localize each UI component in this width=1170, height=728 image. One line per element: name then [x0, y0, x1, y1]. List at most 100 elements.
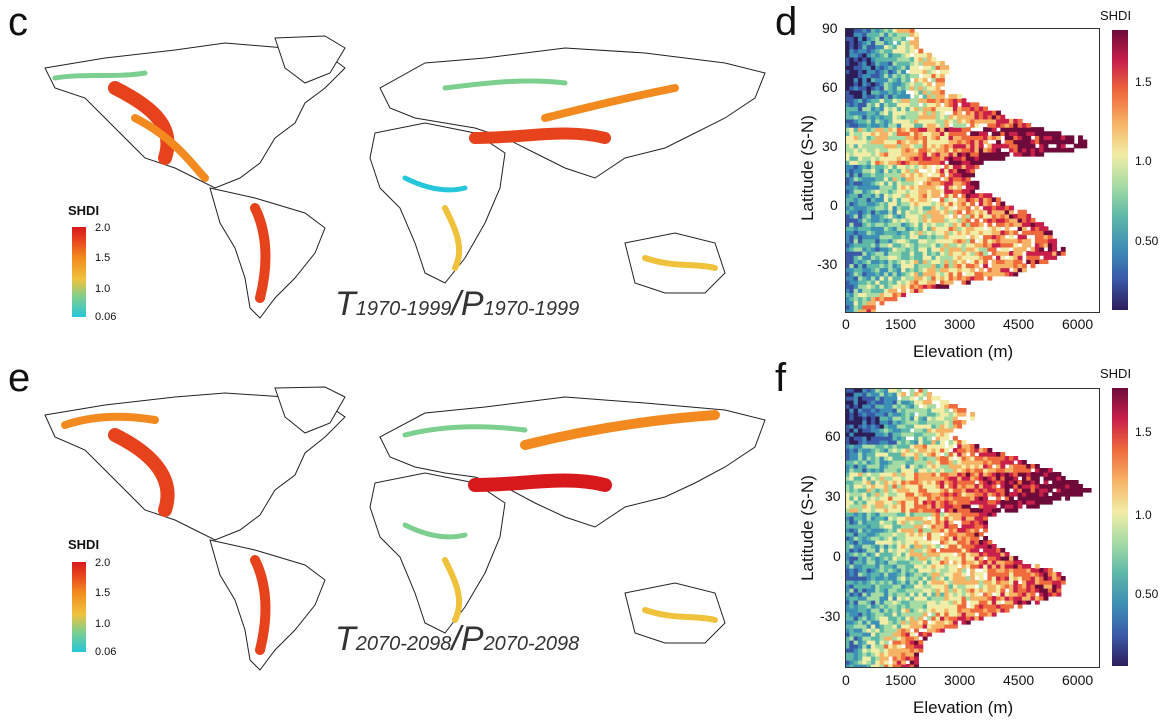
heatmap-cell — [944, 612, 950, 617]
heatmap-cell — [952, 143, 958, 149]
heatmap-cell — [914, 56, 919, 62]
heatmap-cell — [957, 160, 963, 165]
heatmap-cell — [883, 238, 889, 244]
heatmap-cell — [952, 234, 958, 240]
heatmap-cell — [879, 102, 885, 108]
heatmap-cell — [914, 564, 919, 569]
heatmap-cell — [875, 98, 881, 103]
heatmap-cell — [944, 279, 950, 285]
heatmap-cell — [849, 424, 855, 429]
heatmap-cell — [853, 308, 859, 313]
heatmap-cell — [965, 480, 971, 485]
heatmap-cell — [1013, 118, 1019, 124]
heatmap-cell — [970, 118, 976, 124]
heatmap-cell — [1008, 143, 1014, 149]
heatmap-cell — [857, 468, 863, 473]
heatmap-cell — [849, 52, 855, 58]
heatmap-cell — [888, 600, 894, 605]
heatmap-cell — [875, 504, 881, 509]
heatmap-cell — [991, 218, 997, 223]
heatmap-cell — [931, 127, 937, 132]
heatmap-cell — [939, 139, 945, 145]
heatmap-cell — [853, 428, 859, 433]
heatmap-cell — [931, 516, 937, 521]
heatmap-cell — [931, 156, 937, 161]
heatmap-cell — [914, 572, 919, 577]
heatmap-cell — [901, 89, 907, 95]
heatmap-cell — [987, 456, 993, 461]
heatmap-cell — [853, 408, 859, 413]
heatmap-cell — [978, 242, 984, 248]
heatmap-cell — [983, 584, 989, 589]
heatmap-cell — [965, 584, 971, 589]
heatmap-cell — [1030, 143, 1036, 149]
australia-shape — [624, 582, 726, 644]
heatmap-cell — [896, 205, 902, 211]
heatmap-cell — [957, 580, 963, 585]
heatmap-cell — [952, 624, 958, 629]
heatmap-cell — [957, 452, 963, 457]
heatmap-cell — [944, 608, 950, 613]
heatmap-cell — [918, 197, 924, 203]
heatmap-cell — [905, 556, 911, 561]
heatmap-cell — [1017, 226, 1023, 231]
heatmap-cell — [957, 468, 963, 473]
heatmap-cell — [853, 172, 859, 178]
heatmap-cell — [883, 279, 889, 285]
heatmap-cell — [974, 540, 980, 545]
heatmap-cell — [870, 251, 876, 256]
heatmap-cell — [948, 536, 954, 541]
heatmap-cell — [926, 81, 932, 87]
heatmap-cell — [849, 98, 855, 103]
heatmap-cell — [1017, 564, 1023, 569]
heatmap-cell — [939, 127, 945, 132]
heatmap-cell — [939, 123, 945, 128]
heatmap-cell — [883, 255, 889, 260]
heatmap-cell — [849, 568, 855, 573]
heatmap-cell — [914, 218, 919, 223]
heatmap-cell — [996, 114, 1001, 120]
heatmap-cell — [914, 127, 919, 132]
heatmap-cell — [931, 226, 937, 231]
heatmap-cell — [922, 624, 928, 629]
heatmap-cell — [896, 512, 902, 517]
heatmap-cell — [905, 246, 911, 252]
heatmap-cell — [901, 40, 907, 46]
heatmap-cell — [905, 238, 911, 244]
heatmap-cell — [1030, 584, 1036, 589]
heatmap-cell — [888, 172, 894, 178]
heatmap-cell — [978, 480, 984, 485]
heatmap-cell — [935, 123, 941, 128]
heatmap-cell — [961, 524, 967, 529]
heatmap-cell — [901, 580, 907, 585]
period-t-label: T — [335, 285, 356, 323]
heatmap-cell — [983, 460, 989, 465]
heatmap-cell — [857, 32, 863, 37]
heatmap-cell — [883, 48, 889, 54]
heatmap-cell — [983, 604, 989, 609]
heatmap-cell — [939, 209, 945, 215]
heatmap-cell — [914, 40, 919, 46]
heatmap-cell — [883, 532, 889, 537]
heatmap-cell — [944, 472, 950, 477]
heatmap-cell — [944, 139, 950, 145]
heatmap-cell — [883, 608, 889, 613]
heatmap-cell — [896, 424, 902, 429]
heatmap-cell — [909, 61, 915, 66]
heatmap-cell — [901, 73, 907, 79]
heatmap-cell — [896, 184, 902, 190]
heatmap-cell — [1008, 127, 1014, 132]
heatmap-cell — [849, 596, 855, 601]
heatmap-cell — [918, 640, 924, 645]
heatmap-cell — [879, 588, 885, 593]
heatmap-cell — [914, 636, 919, 641]
heatmap-cell — [931, 255, 937, 260]
heatmap-cell — [862, 251, 868, 256]
heatmap-cell — [857, 632, 863, 637]
heatmap-cell — [935, 416, 941, 421]
heatmap-cell — [991, 560, 997, 565]
heatmap-cell — [909, 44, 915, 50]
heatmap-cell — [926, 246, 932, 252]
heatmap-cell — [978, 160, 984, 165]
heatmap-cell — [1047, 576, 1053, 581]
